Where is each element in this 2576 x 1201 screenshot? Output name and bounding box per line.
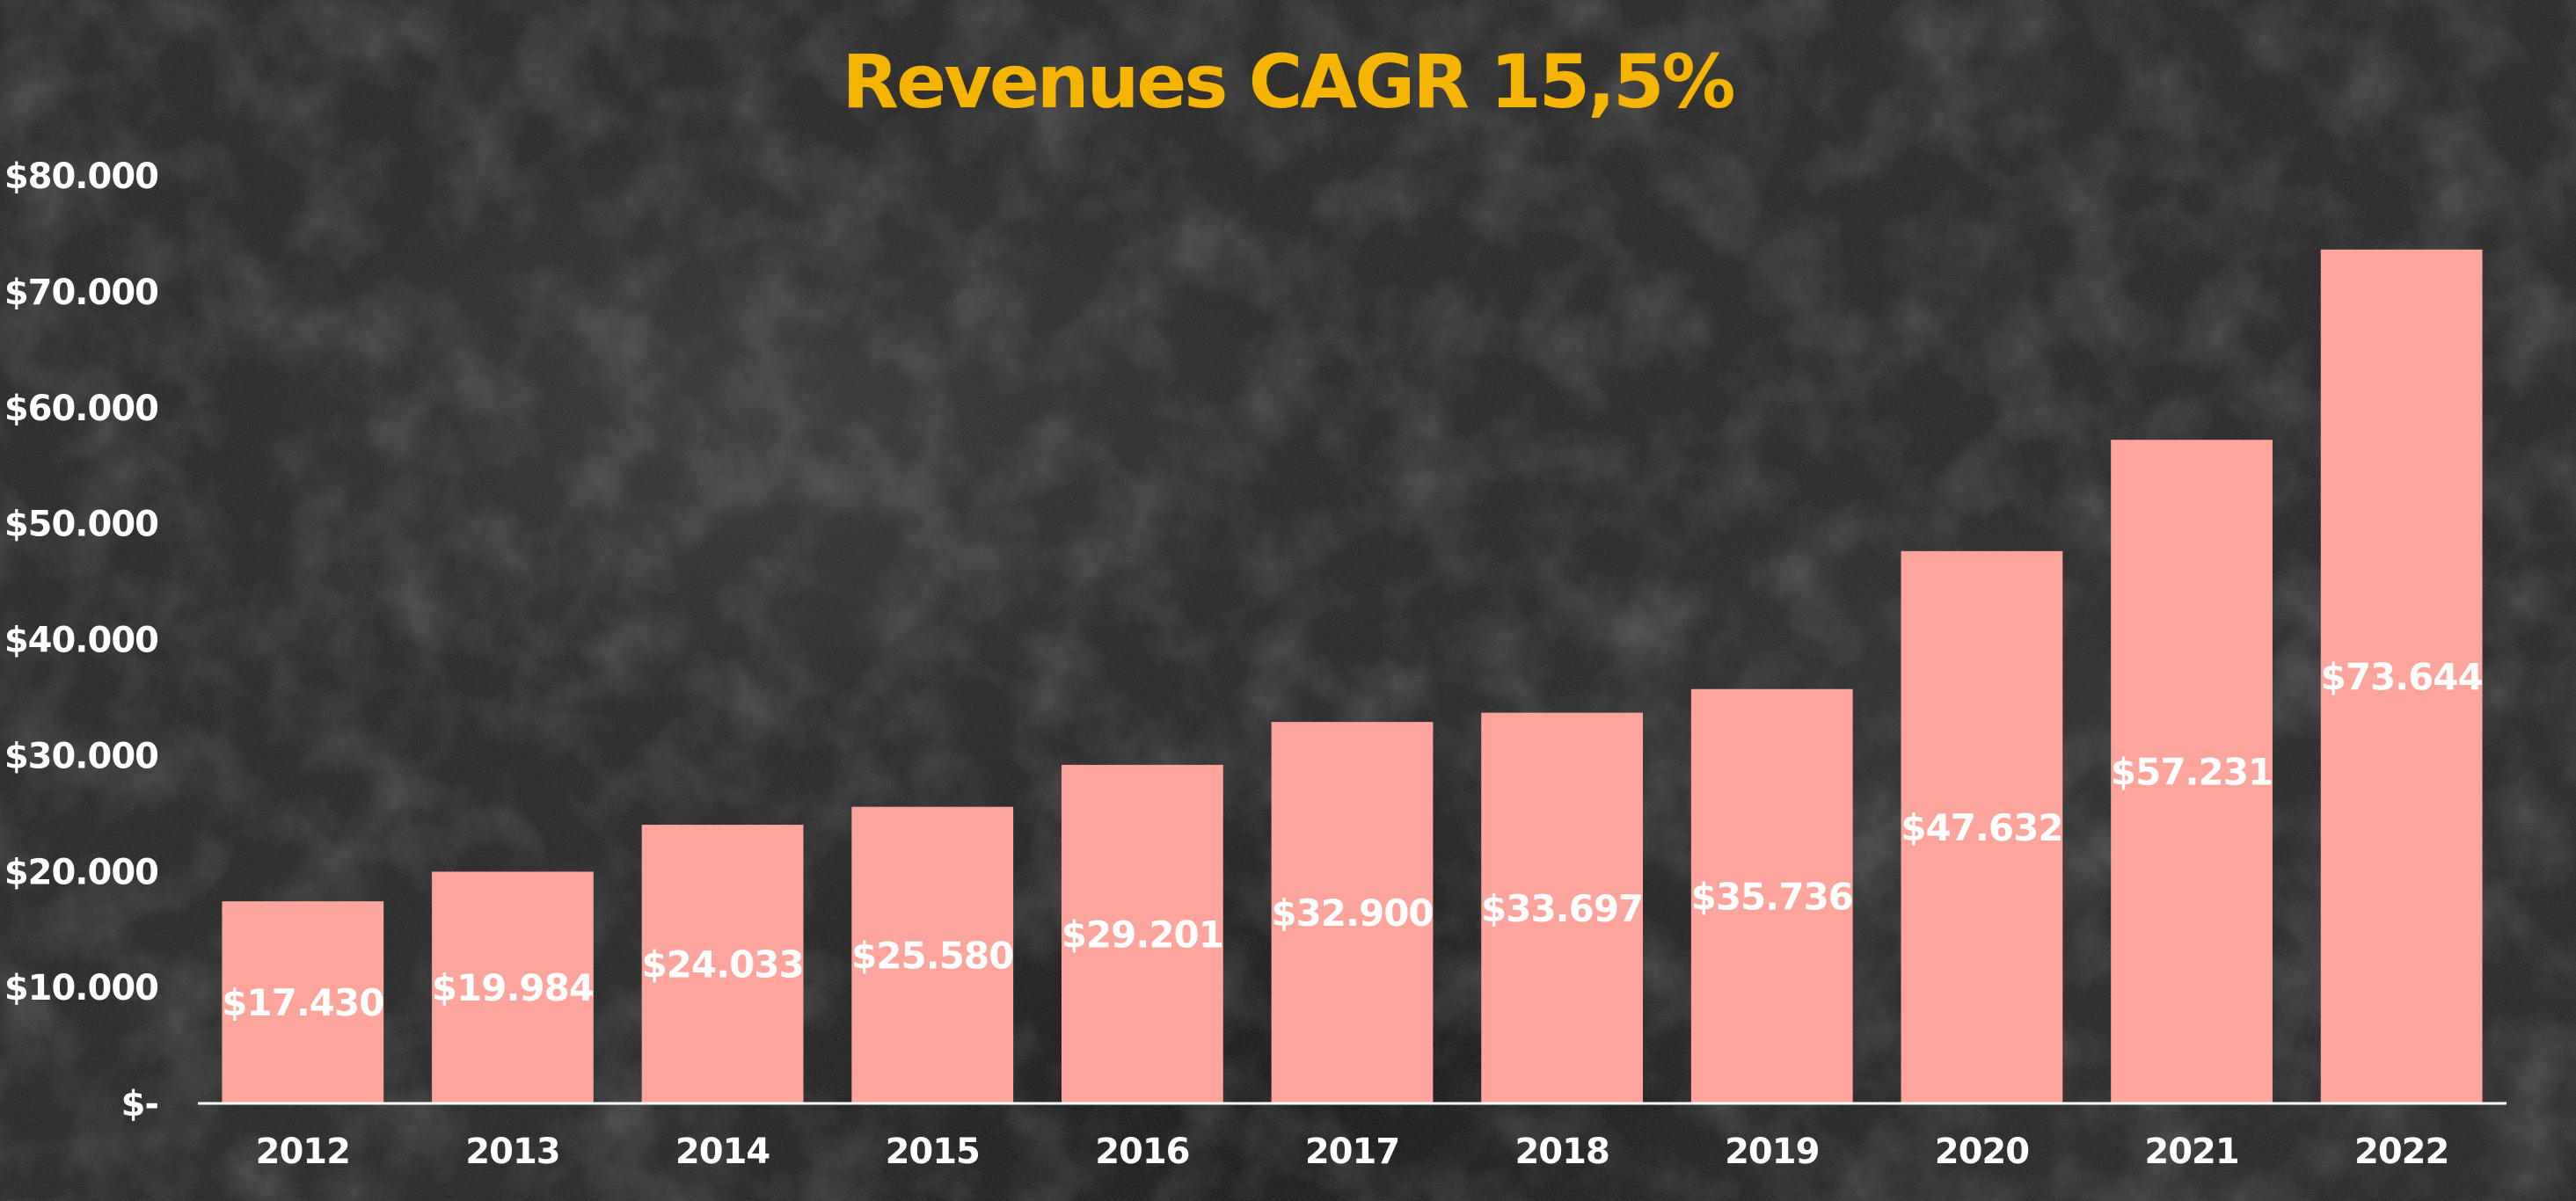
y-tick-label: $30.000 [4, 736, 158, 776]
bar-2012 [222, 901, 384, 1103]
x-tick-label: 2020 [1935, 1132, 2029, 1172]
bar-2022 [2320, 249, 2483, 1103]
bar-2019 [1690, 688, 1853, 1103]
bar-2020 [1901, 550, 2063, 1103]
bar-2013 [432, 871, 594, 1103]
y-tick-label: $80.000 [4, 156, 158, 197]
bar-2016 [1061, 764, 1223, 1103]
data-label-2016: $29.201 [1062, 913, 1223, 956]
data-label-2015: $25.580 [851, 934, 1013, 977]
x-tick-label: 2019 [1725, 1132, 1819, 1172]
y-tick-label: $- [121, 1084, 158, 1125]
x-tick-label: 2022 [2354, 1132, 2448, 1172]
y-tick-label: $60.000 [4, 389, 158, 429]
x-tick-label: 2016 [1095, 1132, 1189, 1172]
x-tick-label: 2012 [256, 1132, 350, 1172]
data-label-2019: $35.736 [1691, 875, 1853, 918]
bar-2015 [851, 806, 1014, 1103]
x-tick-label: 2021 [2144, 1132, 2238, 1172]
data-label-2014: $24.033 [641, 943, 803, 986]
x-tick-label: 2017 [1305, 1132, 1399, 1172]
x-tick-label: 2014 [675, 1132, 770, 1172]
x-tick-label: 2015 [886, 1132, 980, 1172]
data-label-2022: $73.644 [2321, 655, 2483, 698]
bar-2017 [1271, 722, 1434, 1103]
y-tick-label: $10.000 [4, 968, 158, 1008]
data-label-2018: $33.697 [1481, 887, 1643, 930]
data-label-2017: $32.900 [1271, 892, 1433, 935]
data-label-2012: $17.430 [222, 981, 383, 1024]
bar-2018 [1481, 712, 1644, 1103]
data-label-2013: $19.984 [432, 966, 594, 1009]
data-labels: $17.430 $19.984 $24.033 $25.580 $29.201 $32.9… [222, 655, 2484, 1024]
x-tick-label: 2018 [1514, 1132, 1609, 1172]
x-axis-ticks: 2012 2013 2014 2015 2016 2017 2018 2019 2020 2021… [256, 1132, 2450, 1172]
y-tick-label: $40.000 [4, 621, 158, 661]
bar-2014 [641, 825, 804, 1103]
bars [222, 249, 2483, 1103]
y-tick-label: $20.000 [4, 852, 158, 892]
chart-title: Revenues CAGR 15,5% [842, 39, 1733, 125]
y-tick-label: $70.000 [4, 273, 158, 313]
bar-2021 [2111, 440, 2273, 1103]
y-axis-ticks: $- $10.000 $20.000 $30.000 $40.000 $50.000 $60… [4, 156, 159, 1125]
data-label-2020: $47.632 [1901, 806, 2062, 849]
data-label-2021: $57.231 [2111, 751, 2273, 794]
x-tick-label: 2013 [465, 1132, 559, 1172]
y-tick-label: $50.000 [4, 505, 158, 545]
